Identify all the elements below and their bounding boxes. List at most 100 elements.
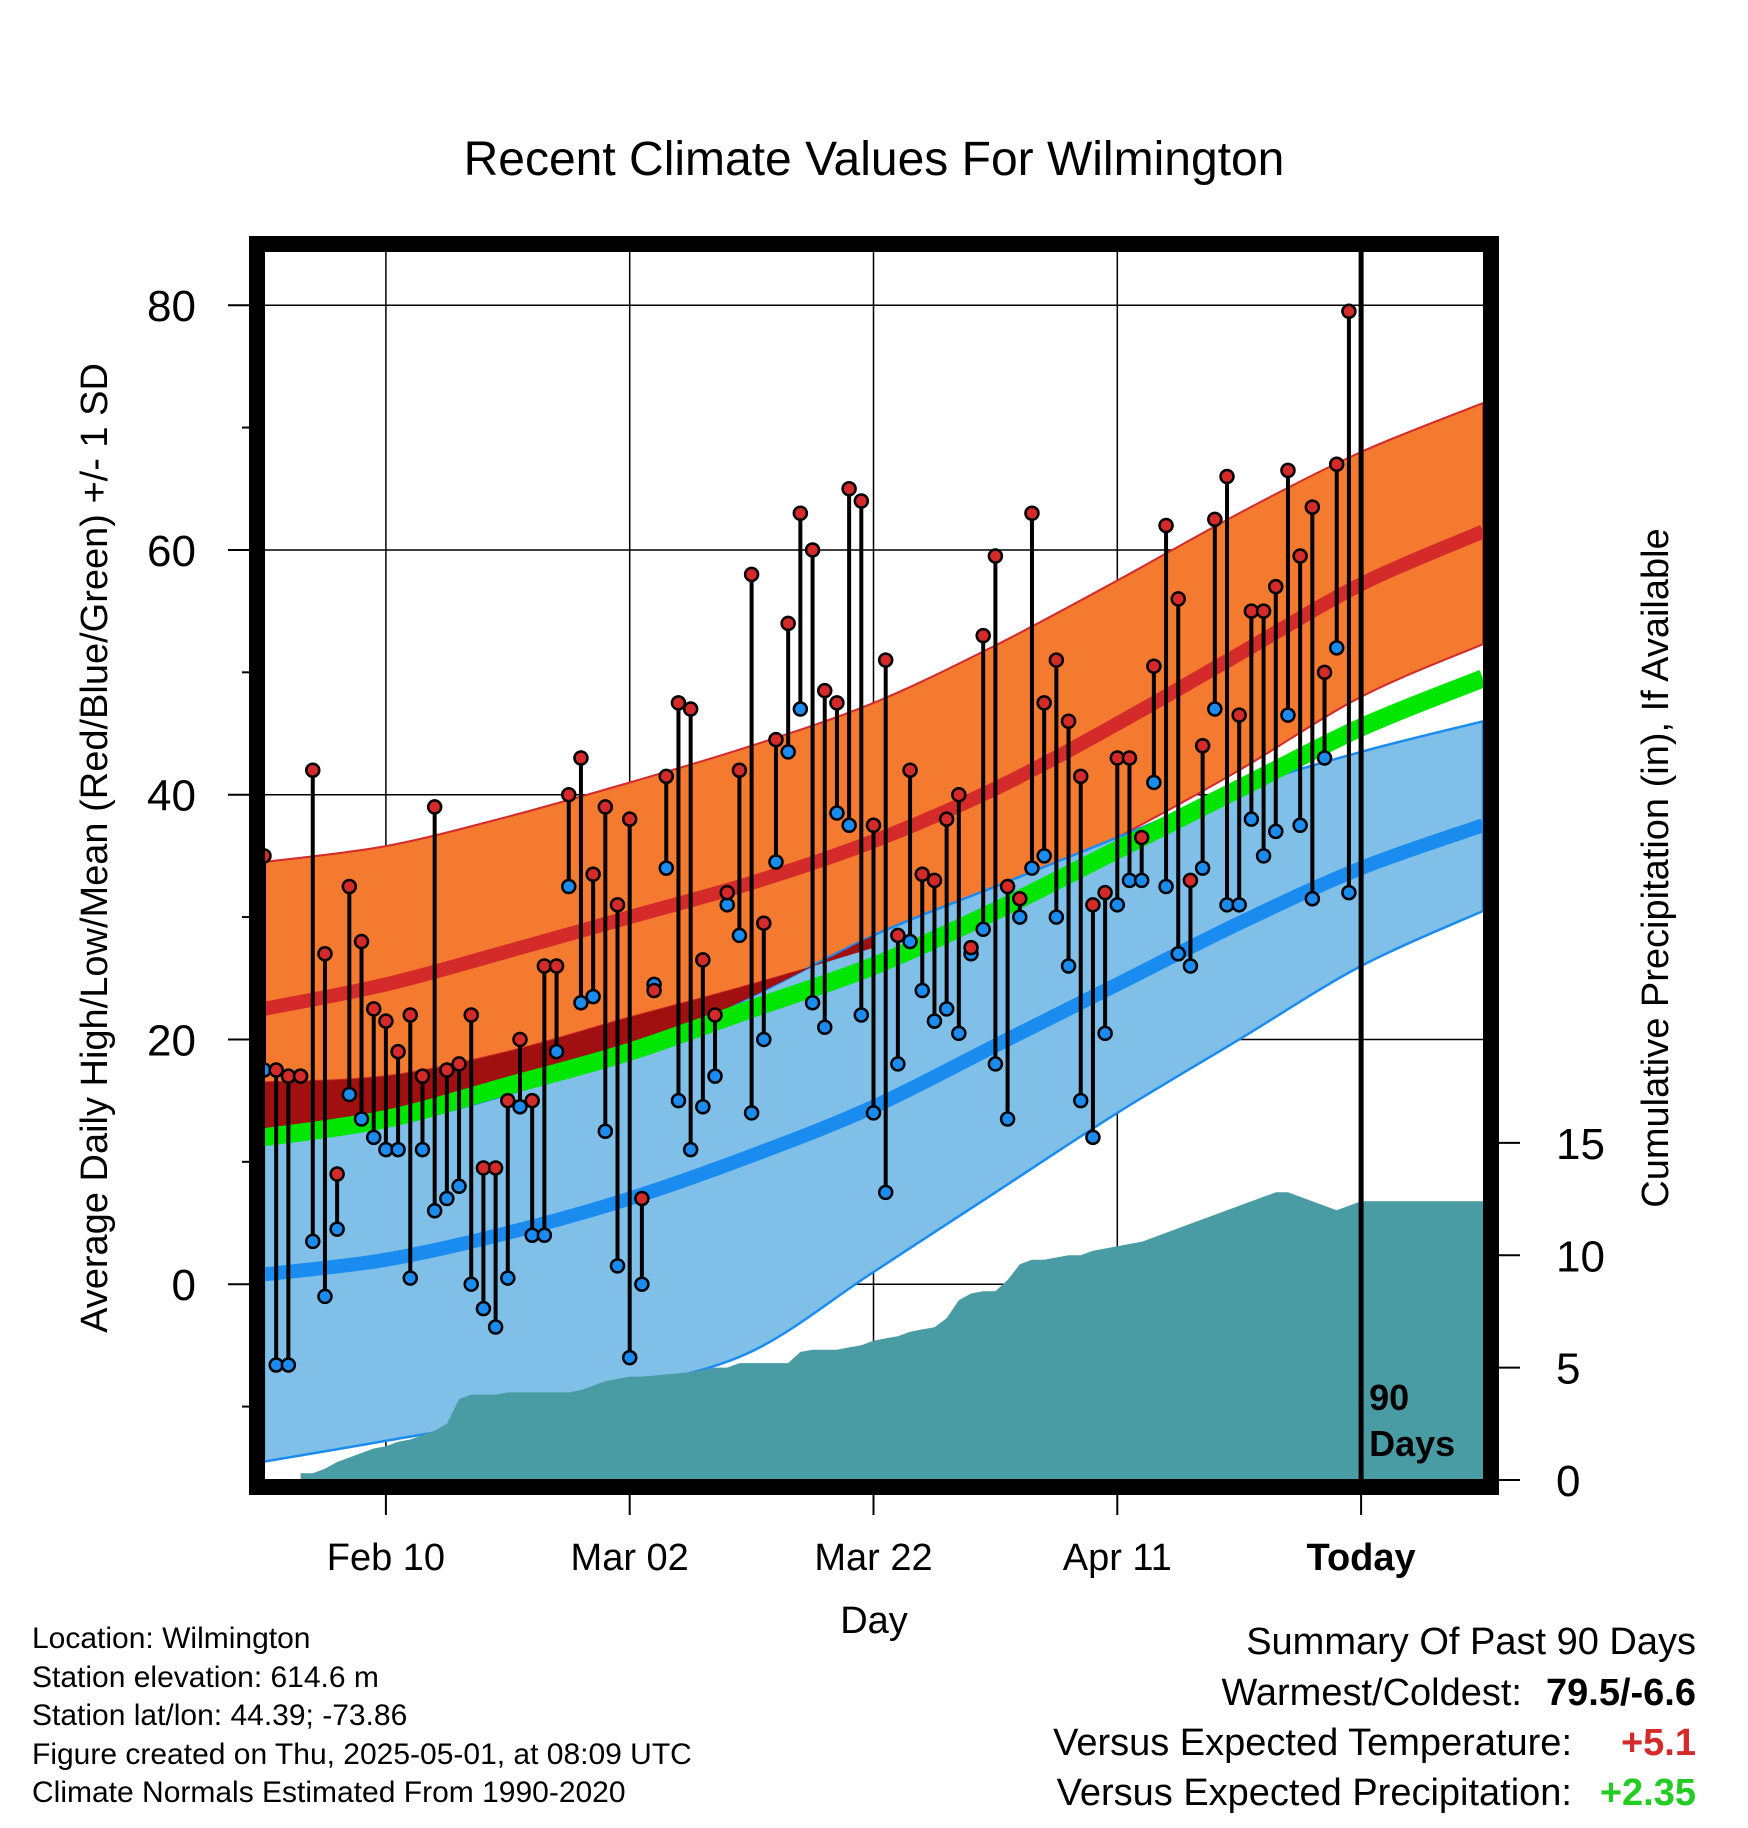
elevation-text: Station elevation: 614.6 m bbox=[32, 1660, 379, 1694]
daily-high-point bbox=[1219, 468, 1235, 485]
daily-low-point bbox=[1024, 860, 1040, 876]
daily-high-point bbox=[365, 1001, 382, 1017]
daily-low-point bbox=[487, 1319, 504, 1335]
daily-high-point bbox=[463, 1007, 479, 1023]
station-info: Location: Wilmington Station elevation: … bbox=[32, 1620, 692, 1813]
daily-high-point bbox=[524, 1092, 540, 1109]
location-text: Location: Wilmington bbox=[32, 1622, 311, 1655]
daily-high-point bbox=[264, 848, 272, 864]
daily-high-point bbox=[951, 786, 967, 803]
daily-low-point bbox=[695, 1099, 711, 1115]
daily-low-point bbox=[1292, 817, 1308, 834]
y-tick-label: 20 bbox=[147, 1016, 196, 1065]
daily-high-point bbox=[853, 493, 870, 509]
daily-high-point bbox=[926, 872, 943, 889]
daily-high-point bbox=[816, 682, 833, 699]
latlon-text: Station lat/lon: 44.39; -73.86 bbox=[32, 1699, 408, 1732]
daily-high-point bbox=[695, 952, 711, 968]
daily-high-point bbox=[1024, 505, 1040, 521]
daily-low-point bbox=[390, 1141, 406, 1158]
daily-high-point bbox=[1048, 652, 1065, 668]
daily-high-point bbox=[963, 939, 979, 956]
daily-low-point bbox=[1341, 884, 1357, 901]
daily-high-point bbox=[938, 811, 955, 827]
daily-low-point bbox=[951, 1025, 967, 1042]
daily-high-point bbox=[317, 946, 333, 962]
daily-low-point bbox=[1182, 958, 1199, 974]
x-tick-label: Mar 02 bbox=[571, 1537, 689, 1579]
daily-high-point bbox=[1316, 664, 1333, 681]
daily-high-point bbox=[1085, 897, 1101, 913]
daily-high-point bbox=[682, 701, 699, 717]
daily-high-point bbox=[402, 1007, 419, 1023]
daily-low-point bbox=[1097, 1025, 1113, 1042]
daily-high-point bbox=[1158, 517, 1174, 534]
daily-high-point bbox=[987, 548, 1004, 564]
x-axis-label: Day bbox=[840, 1600, 908, 1642]
daily-low-point bbox=[451, 1178, 467, 1195]
daily-high-point bbox=[500, 1092, 516, 1109]
daily-low-point bbox=[365, 1129, 382, 1146]
plot-frame bbox=[249, 236, 1499, 1495]
plot-area bbox=[264, 244, 1487, 1480]
summary-panel: Summary Of Past 90 Days Warmest/Coldest:… bbox=[1053, 1616, 1696, 1818]
daily-low-point bbox=[1060, 958, 1077, 974]
daily-low-point bbox=[804, 994, 821, 1011]
y-axis-right-label: Cumulative Precipitation (in), If Availa… bbox=[1635, 528, 1677, 1207]
daily-low-point bbox=[890, 1056, 906, 1072]
daily-high-point bbox=[890, 927, 906, 944]
daily-low-point bbox=[1048, 909, 1065, 925]
daily-low-point bbox=[1036, 848, 1052, 864]
daily-high-point bbox=[414, 1068, 431, 1084]
daily-low-point bbox=[536, 1227, 553, 1243]
daily-high-point bbox=[792, 505, 809, 521]
daily-low-point bbox=[829, 805, 845, 821]
chart-title: Recent Climate Values For Wilmington bbox=[464, 133, 1285, 186]
daily-high-point bbox=[609, 897, 626, 913]
summary-temp-row: Versus Expected Temperature: +5.1 bbox=[1053, 1718, 1696, 1768]
precip-anomaly-label: Versus Expected Precipitation: bbox=[1056, 1772, 1572, 1814]
daily-low-point bbox=[280, 1357, 297, 1373]
temp-anomaly-label: Versus Expected Temperature: bbox=[1053, 1722, 1572, 1764]
daily-low-point bbox=[414, 1141, 431, 1158]
daily-high-point bbox=[1072, 768, 1089, 785]
daily-high-point bbox=[914, 866, 931, 882]
daily-high-point bbox=[268, 1062, 284, 1078]
daily-low-point bbox=[1194, 860, 1211, 876]
summary-warmest-row: Warmest/Coldest: 79.5/-6.6 bbox=[1053, 1668, 1696, 1718]
daily-high-point bbox=[1304, 499, 1321, 515]
precip-tick-label: 15 bbox=[1556, 1120, 1605, 1169]
daily-low-point bbox=[329, 1221, 345, 1237]
daily-high-point bbox=[1328, 456, 1345, 473]
daily-low-point bbox=[731, 927, 748, 944]
y-axis-left-label: Average Daily High/Low/Mean (Red/Blue/Gr… bbox=[74, 363, 116, 1333]
daily-high-point bbox=[865, 817, 882, 834]
daily-high-point bbox=[1268, 578, 1284, 595]
daily-high-point bbox=[487, 1160, 504, 1176]
daily-high-point bbox=[305, 762, 321, 778]
precip-cumulative-area bbox=[300, 1192, 1484, 1480]
daily-high-point bbox=[1036, 695, 1052, 711]
overlap-band bbox=[264, 935, 874, 1144]
daily-high-point bbox=[658, 768, 675, 785]
daily-low-point bbox=[792, 701, 809, 717]
daily-low-point bbox=[1207, 701, 1223, 717]
daily-low-point bbox=[609, 1258, 626, 1274]
daily-high-point bbox=[329, 1166, 345, 1182]
daily-high-point bbox=[719, 884, 735, 901]
daily-low-point bbox=[1280, 707, 1296, 723]
daily-low-point bbox=[1146, 774, 1162, 791]
daily-low-point bbox=[1012, 909, 1028, 925]
y-axis-left: 0 20 40 60 80 bbox=[147, 282, 249, 1408]
warmest-value: 79.5/-6.6 bbox=[1546, 1672, 1696, 1714]
daily-low-point bbox=[305, 1233, 321, 1250]
daily-high-point bbox=[1012, 890, 1028, 907]
daily-low-point bbox=[914, 982, 931, 999]
daily-high-point bbox=[1060, 713, 1077, 730]
daily-low-point bbox=[841, 817, 857, 834]
precip-anomaly-value: +2.35 bbox=[1599, 1772, 1696, 1814]
daily-high-point bbox=[1097, 884, 1113, 901]
daily-low-point bbox=[341, 1086, 358, 1103]
daily-high-point bbox=[378, 1013, 394, 1029]
daily-high-point bbox=[439, 1062, 455, 1078]
